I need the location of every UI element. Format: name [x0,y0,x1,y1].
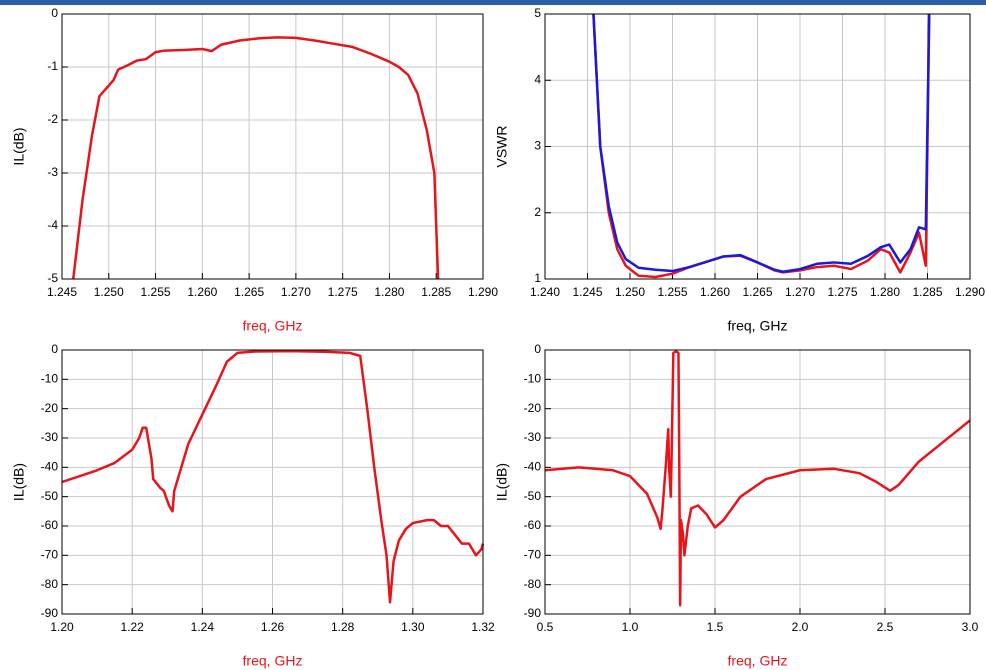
x-tick-label: 1.0 [622,620,639,634]
x-tick-label: 1.24 [191,620,215,634]
y-tick-label: -4 [47,218,58,232]
y-tick-label: -90 [524,606,542,620]
y-tick-label: -70 [524,548,542,562]
y-tick-label: -80 [41,577,59,591]
x-tick-label: 1.20 [50,620,74,634]
data-line [71,36,440,280]
x-tick-label: 1.285 [421,285,451,299]
x-tick-label: 1.280 [870,285,900,299]
plot-frame [544,349,971,615]
y-tick-label: -50 [524,489,542,503]
y-tick-label: -10 [41,372,59,386]
x-tick-label: 1.260 [700,285,730,299]
y-tick-label: -60 [41,518,59,532]
y-tick-label: 4 [534,72,541,86]
y-tick-label: -40 [524,460,542,474]
x-tick-label: 1.270 [785,285,815,299]
top-bar [0,0,986,5]
plot-frame [61,349,484,615]
x-tick-label: 1.255 [141,285,171,299]
y-tick-label: -50 [41,489,59,503]
data-line [61,349,485,604]
x-tick-label: 1.240 [530,285,560,299]
y-tick-label: -30 [524,430,542,444]
x-tick-label: 1.290 [468,285,498,299]
y-tick-label: 0 [51,342,58,356]
x-tick-label: 1.270 [281,285,311,299]
x-tick-label: 3.0 [962,620,979,634]
x-tick-label: 2.5 [877,620,894,634]
y-axis-label: IL(dB) [11,127,27,165]
x-tick-label: 1.22 [120,620,144,634]
x-tick-label: 1.260 [187,285,217,299]
x-axis-label: freq, GHz [243,318,303,334]
x-tick-label: 1.28 [331,620,355,634]
y-tick-label: 1 [534,271,541,285]
x-axis-label: freq, GHz [728,318,788,334]
x-axis-label: freq, GHz [728,653,788,669]
x-tick-label: 1.5 [707,620,724,634]
x-tick-label: 1.265 [234,285,264,299]
y-axis-label: IL(dB) [11,463,27,501]
y-tick-label: 0 [534,342,541,356]
y-tick-label: -1 [47,59,58,73]
x-tick-label: 1.290 [955,285,985,299]
y-tick-label: -30 [41,430,59,444]
y-axis-label: VSWR [494,126,510,168]
y-tick-label: 3 [534,139,541,153]
x-tick-label: 1.280 [374,285,404,299]
x-tick-label: 1.32 [471,620,495,634]
y-tick-label: -90 [41,606,59,620]
x-tick-label: 1.250 [94,285,124,299]
y-tick-label: -70 [41,548,59,562]
y-tick-label: -80 [524,577,542,591]
x-tick-label: 1.275 [827,285,857,299]
x-tick-label: 1.30 [401,620,425,634]
plot-frame [61,13,484,280]
x-tick-label: 1.26 [261,620,285,634]
x-tick-label: 1.245 [47,285,77,299]
x-tick-label: 1.285 [912,285,942,299]
x-tick-label: 2.0 [792,620,809,634]
y-tick-label: -40 [41,460,59,474]
x-tick-label: 0.5 [537,620,554,634]
y-tick-label: 0 [51,6,58,20]
plot-frame [544,13,971,280]
x-tick-label: 1.250 [615,285,645,299]
y-tick-label: -60 [524,518,542,532]
y-tick-label: 5 [534,6,541,20]
plot-area [545,350,970,614]
x-tick-label: 1.255 [657,285,687,299]
x-tick-label: 1.245 [572,285,602,299]
data-line [592,13,931,273]
y-tick-label: -20 [41,401,59,415]
y-tick-label: 2 [534,205,541,219]
y-axis-label: IL(dB) [494,463,510,501]
x-axis-label: freq, GHz [243,653,303,669]
y-tick-label: -2 [47,112,58,126]
data-line [544,350,971,607]
y-tick-label: -3 [47,165,58,179]
plot-area [62,14,483,279]
x-tick-label: 1.275 [328,285,358,299]
y-tick-label: -20 [524,401,542,415]
y-tick-label: -10 [524,372,542,386]
x-tick-label: 1.265 [742,285,772,299]
y-tick-label: -5 [47,271,58,285]
